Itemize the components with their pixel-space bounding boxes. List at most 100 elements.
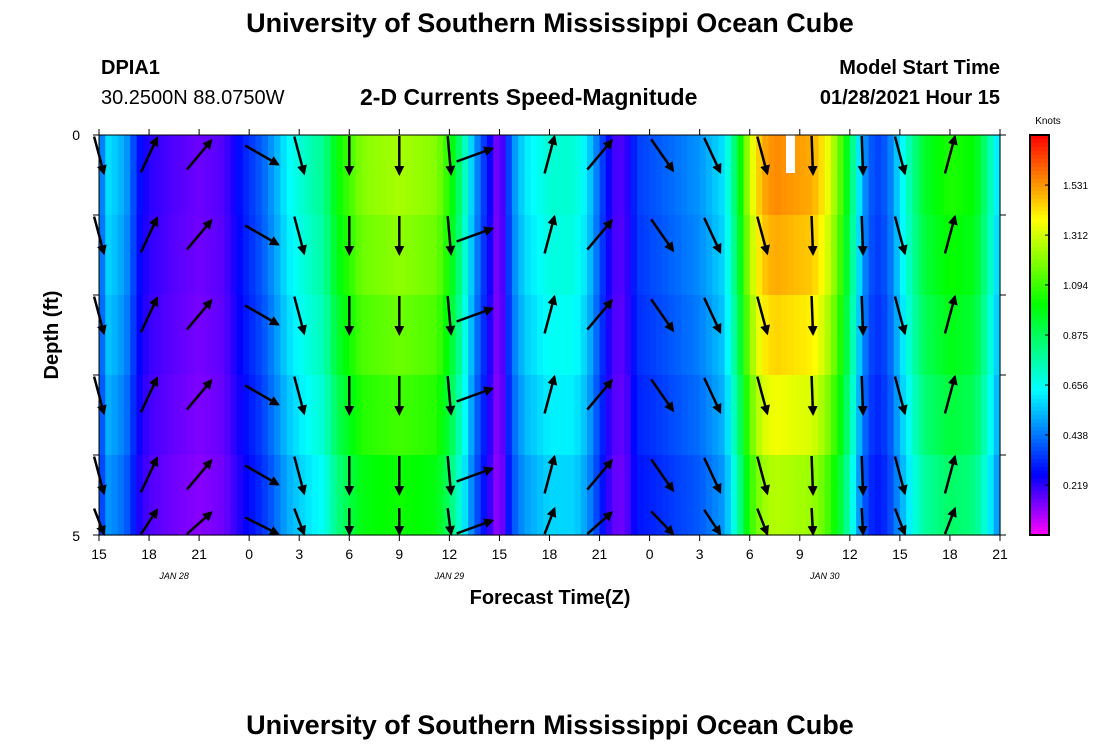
y-tick-label: 0	[72, 127, 80, 143]
heatmap-cell	[749, 295, 757, 376]
heatmap-cell	[987, 375, 995, 456]
heatmap-cell	[687, 295, 695, 376]
colorbar-tick-label: 1.094	[1063, 281, 1088, 292]
heatmap-cell	[887, 295, 895, 376]
heatmap-cell	[937, 295, 945, 376]
heatmap-cell	[436, 135, 444, 216]
x-tick-label: 21	[592, 546, 608, 562]
heatmap-cell	[230, 215, 238, 296]
heatmap-cell	[831, 295, 838, 376]
heatmap-cell	[893, 135, 901, 216]
heatmap-cell	[292, 215, 300, 296]
heatmap-cell	[849, 375, 857, 456]
heatmap-cell	[380, 455, 388, 536]
current-arrow	[756, 136, 770, 176]
heatmap-cell	[962, 295, 970, 376]
colorbar-segment	[1030, 199, 1049, 204]
heatmap-cell	[142, 135, 150, 216]
heatmap-cell	[630, 295, 638, 376]
heatmap-cell	[155, 455, 163, 536]
heatmap-cell	[361, 215, 369, 296]
heatmap-cell	[386, 215, 394, 296]
x-tick-label: 12	[442, 546, 458, 562]
heatmap-cell	[974, 215, 982, 296]
heatmap-cell	[205, 295, 213, 376]
heatmap-cell	[480, 295, 488, 376]
heatmap-cell	[411, 455, 419, 536]
heatmap-cell	[224, 295, 231, 376]
current-arrow	[650, 298, 675, 333]
heatmap-cell	[299, 215, 307, 296]
colorbar-segment	[1030, 419, 1049, 424]
heatmap-cell	[574, 295, 582, 376]
heatmap-cell	[924, 135, 932, 216]
heatmap-cell	[536, 215, 544, 296]
heatmap-cell	[380, 295, 388, 376]
heatmap-cell	[705, 215, 713, 296]
heatmap-cell	[355, 295, 363, 376]
heatmap-cell	[793, 295, 801, 376]
heatmap-cell	[236, 375, 244, 456]
heatmap-cell	[637, 295, 644, 376]
heatmap-cell	[180, 215, 188, 296]
colorbar-segment	[1030, 275, 1049, 280]
heatmap-cell	[705, 455, 713, 536]
current-arrow	[703, 297, 722, 335]
heatmap-cell	[668, 375, 676, 456]
heatmap-cell	[155, 375, 163, 456]
current-arrow	[185, 378, 213, 411]
heatmap-cell	[737, 375, 745, 456]
heatmap-cell	[755, 375, 763, 456]
current-arrow	[703, 137, 722, 175]
heatmap-cell	[787, 215, 795, 296]
heatmap-cell	[511, 295, 519, 376]
heatmap-cell	[755, 455, 763, 536]
colorbar-segment	[1030, 247, 1049, 252]
heatmap-cell	[705, 375, 713, 456]
heatmap-cell	[874, 375, 882, 456]
heatmap-cell	[881, 215, 888, 296]
heatmap-cell	[336, 455, 344, 536]
heatmap-cell	[562, 135, 569, 216]
heatmap-cell	[993, 135, 1001, 216]
heatmap-cell	[849, 295, 857, 376]
colorbar-segment	[1030, 335, 1049, 340]
heatmap-cell	[192, 375, 200, 456]
y-axis-title: Depth (ft)	[41, 291, 63, 380]
colorbar-segment	[1030, 159, 1049, 164]
heatmap-cell	[499, 215, 507, 296]
heatmap-cell	[718, 135, 726, 216]
colorbar-segment	[1030, 415, 1049, 420]
heatmap-cell	[217, 295, 225, 376]
heatmap-cell	[943, 295, 951, 376]
heatmap-cell	[605, 455, 613, 536]
heatmap-cell	[280, 455, 288, 536]
heatmap-cell	[311, 215, 319, 296]
heatmap-cell	[937, 215, 945, 296]
heatmap-cell	[943, 135, 951, 216]
heatmap-cell	[874, 295, 882, 376]
heatmap-cell	[274, 455, 282, 536]
current-arrow	[650, 378, 675, 413]
heatmap-cell	[493, 295, 501, 376]
heatmap-cell	[618, 215, 626, 296]
heatmap-cell	[768, 215, 776, 296]
heatmap-cell	[292, 135, 300, 216]
current-arrow	[139, 375, 159, 413]
heatmap-cell	[280, 215, 288, 296]
current-arrow	[893, 296, 908, 336]
colorbar-segment	[1030, 203, 1049, 208]
heatmap-cell	[749, 375, 757, 456]
heatmap-cell	[912, 215, 920, 296]
heatmap-cell	[755, 295, 763, 376]
heatmap-cell	[249, 295, 257, 376]
colorbar-segment	[1030, 135, 1049, 140]
heatmap-cell	[899, 295, 907, 376]
heatmap-cell	[361, 455, 369, 536]
colorbar-segment	[1030, 227, 1049, 232]
current-arrow	[943, 214, 958, 254]
heatmap-cell	[793, 135, 801, 216]
heatmap-cell	[324, 295, 332, 376]
heatmap-cell	[593, 295, 601, 376]
heatmap-cell	[812, 375, 820, 456]
